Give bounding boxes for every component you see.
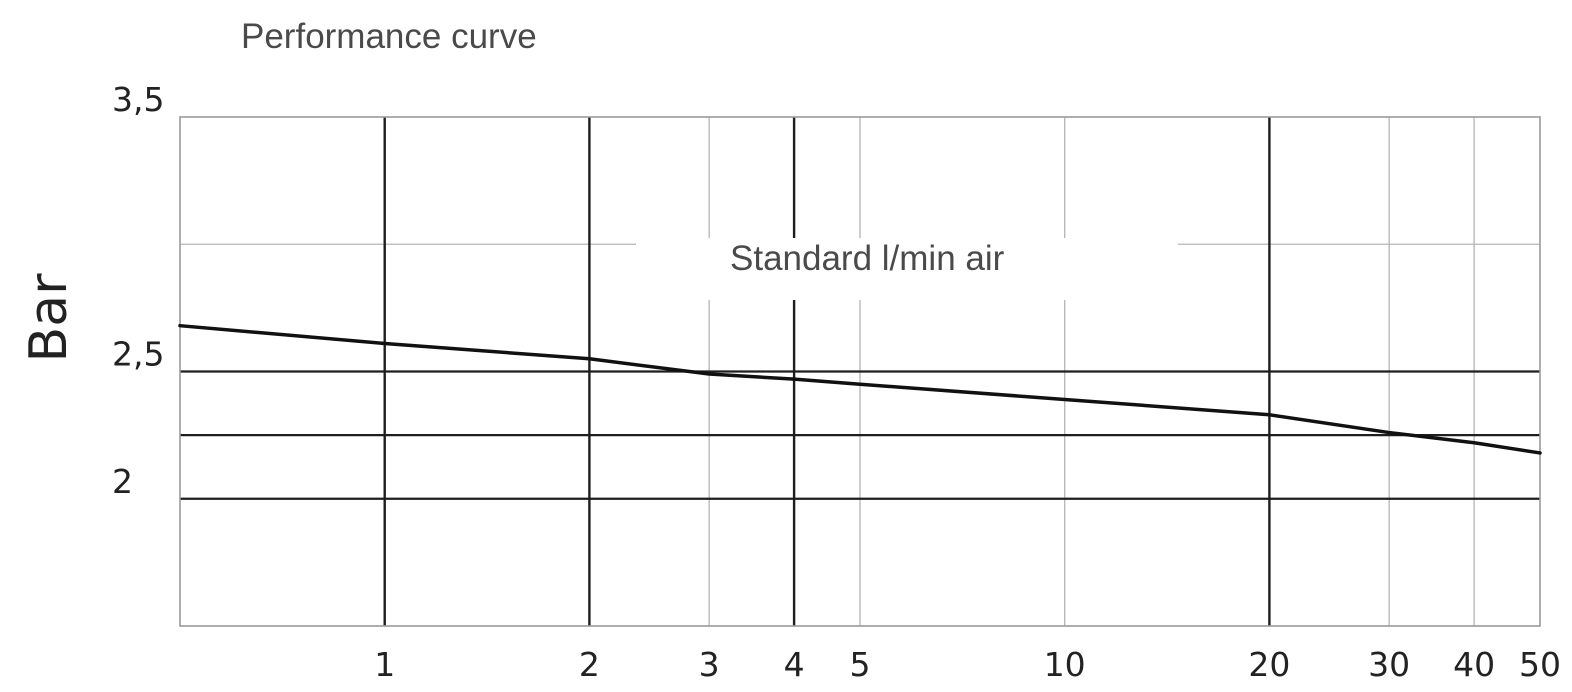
chart-title: Performance curve — [241, 17, 537, 56]
y-tick-label: 3,5 — [112, 80, 164, 119]
x-tick-label: 1 — [374, 645, 395, 684]
x-tick-label: 2 — [579, 645, 600, 684]
y-tick-labels: 2 2,5 3,5 — [112, 80, 164, 501]
y-tick-label: 2 — [112, 462, 133, 501]
x-tick-labels: 1 2 3 4 5 10 20 30 40 50 — [374, 645, 1561, 684]
x-tick-label: 30 — [1368, 645, 1410, 684]
y-tick-label: 2,5 — [112, 335, 164, 374]
x-tick-label: 50 — [1519, 645, 1561, 684]
grid — [179, 116, 1541, 627]
x-tick-label: 4 — [784, 645, 805, 684]
x-tick-label: 40 — [1453, 645, 1495, 684]
x-tick-label: 3 — [699, 645, 720, 684]
x-tick-label: 10 — [1044, 645, 1086, 684]
plot-frame — [179, 116, 1541, 627]
series-line — [178, 323, 1542, 455]
annotation-group: Standard l/min air — [636, 238, 1178, 300]
annotation-background — [636, 238, 1178, 300]
annotation-label: Standard l/min air — [730, 239, 1005, 278]
x-tick-label: 20 — [1248, 645, 1290, 684]
x-tick-label: 5 — [850, 645, 871, 684]
series-group — [178, 323, 1542, 455]
y-axis-label: Bar — [19, 273, 79, 363]
